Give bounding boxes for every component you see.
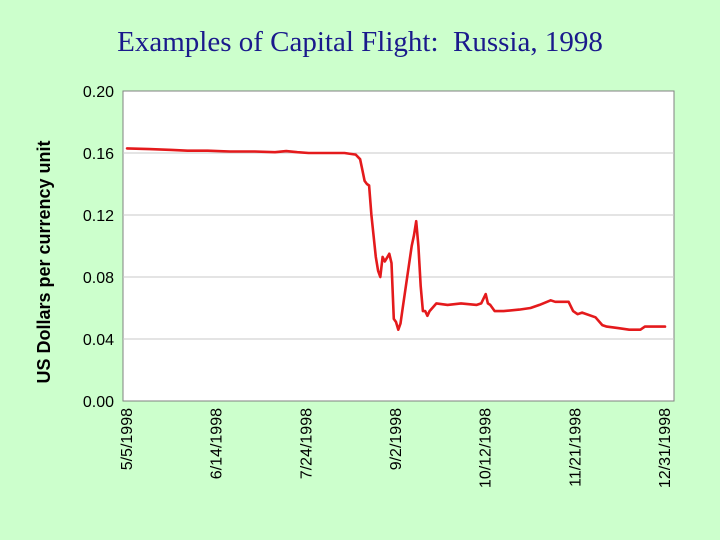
slide-title: Examples of Capital Flight: Russia, 1998 — [117, 26, 603, 58]
x-tick-label: 10/12/1998 — [478, 408, 495, 488]
y-tick-label: 0.20 — [83, 84, 114, 101]
plot-area — [122, 90, 675, 402]
y-tick-label: 0.08 — [83, 270, 114, 287]
x-axis: 5/5/1998 6/14/1998 7/24/1998 9/2/1998 10/12/… — [119, 408, 674, 488]
x-tick-label: 12/31/1998 — [657, 408, 674, 488]
series-line — [125, 147, 667, 332]
series-layer — [125, 147, 667, 332]
x-tick-label: 9/2/1998 — [388, 408, 405, 470]
y-tick-label: 0.16 — [83, 146, 114, 163]
y-tick-label: 0.00 — [83, 394, 114, 411]
x-tick-label: 11/21/1998 — [567, 408, 584, 487]
y-tick-label: 0.04 — [83, 332, 114, 349]
x-tick-label: 7/24/1998 — [298, 408, 315, 479]
x-tick-label: 5/5/1998 — [119, 408, 136, 470]
y-axis-title: US Dollars per currency unit — [34, 140, 54, 383]
x-tick-label: 6/14/1998 — [209, 408, 226, 479]
y-axis: 0.00 0.04 0.08 0.12 0.16 0.20 — [83, 84, 114, 411]
gridlines — [123, 152, 674, 340]
y-tick-label: 0.12 — [83, 208, 114, 225]
